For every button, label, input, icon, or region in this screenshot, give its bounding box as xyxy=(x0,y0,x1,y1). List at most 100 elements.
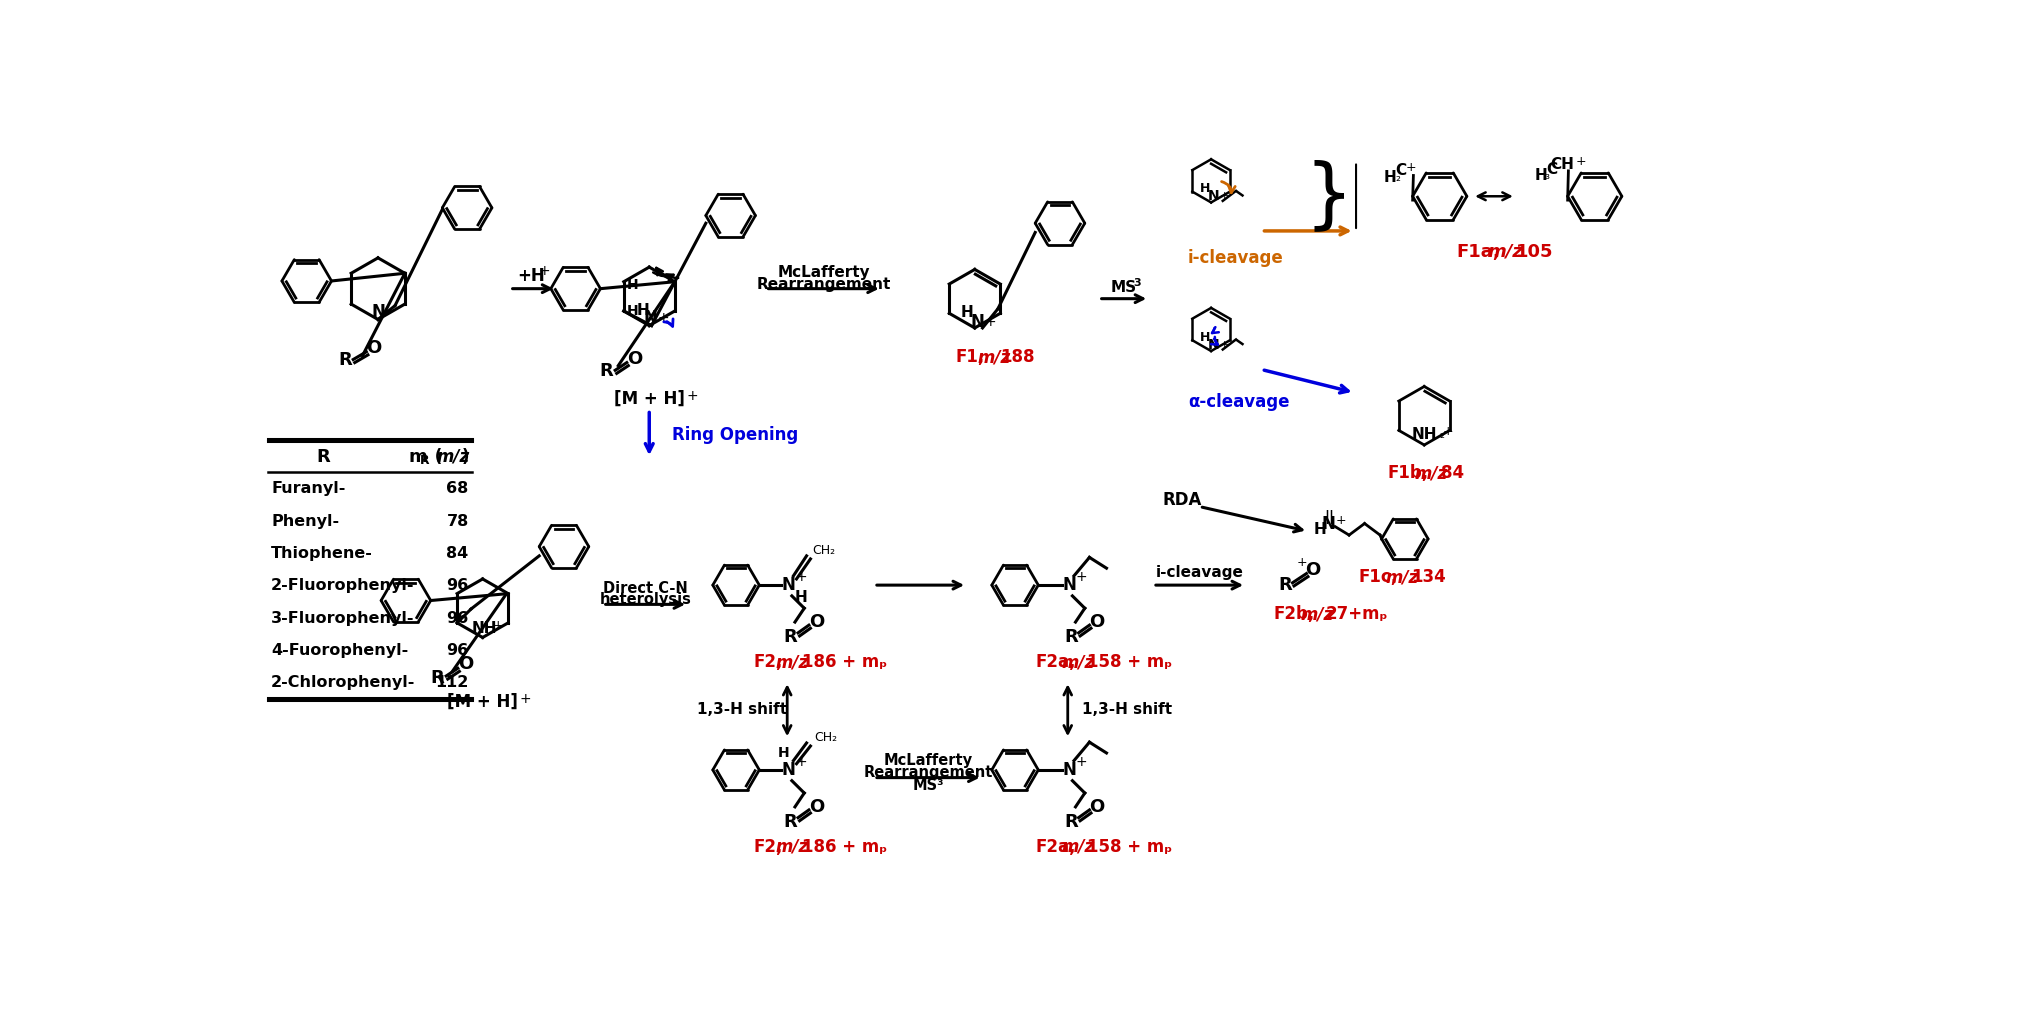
Text: R: R xyxy=(599,362,614,380)
Text: 96: 96 xyxy=(447,579,469,593)
Text: F2,: F2, xyxy=(754,654,782,671)
Text: ): ) xyxy=(461,447,469,466)
Text: N: N xyxy=(782,577,797,594)
Text: R: R xyxy=(1065,629,1077,646)
Text: H: H xyxy=(628,304,638,318)
Text: 158 + mₚ: 158 + mₚ xyxy=(1087,654,1172,671)
Text: ₃: ₃ xyxy=(1544,169,1548,182)
Text: N: N xyxy=(971,313,986,330)
Text: 2-Chlorophenyl-: 2-Chlorophenyl- xyxy=(270,675,415,690)
Text: O: O xyxy=(628,350,642,367)
Text: N: N xyxy=(1323,515,1335,534)
Text: 158 + mₚ: 158 + mₚ xyxy=(1087,838,1172,856)
Text: Ring Opening: Ring Opening xyxy=(673,426,799,444)
Text: i-cleavage: i-cleavage xyxy=(1189,249,1284,267)
Text: O: O xyxy=(809,798,825,816)
Text: m: m xyxy=(408,447,429,466)
Text: R: R xyxy=(1065,814,1077,831)
Text: +: + xyxy=(795,570,807,585)
Text: 78: 78 xyxy=(447,514,469,528)
Text: F1b,: F1b, xyxy=(1388,465,1428,482)
Text: O: O xyxy=(1089,614,1105,631)
Text: H: H xyxy=(1384,169,1396,185)
Text: ₂: ₂ xyxy=(1441,428,1445,441)
Text: ||: || xyxy=(1325,510,1333,523)
Text: 2-Fluorophenyl-: 2-Fluorophenyl- xyxy=(270,579,415,593)
Text: C: C xyxy=(1546,162,1559,176)
Text: 84: 84 xyxy=(447,546,469,561)
Text: Thiophene-: Thiophene- xyxy=(270,546,374,561)
Text: Phenyl-: Phenyl- xyxy=(270,514,339,528)
Text: m/z: m/z xyxy=(437,447,469,466)
Text: R: R xyxy=(1278,577,1292,594)
Text: F2a,: F2a, xyxy=(1034,838,1075,856)
Text: N: N xyxy=(782,761,797,779)
Text: α-cleavage: α-cleavage xyxy=(1189,393,1290,410)
Text: N: N xyxy=(1207,338,1219,352)
Text: m/z: m/z xyxy=(1487,243,1524,261)
Text: m/z: m/z xyxy=(776,654,809,671)
Text: McLafferty: McLafferty xyxy=(778,265,870,280)
Text: +: + xyxy=(520,693,530,706)
Text: 186 + mₚ: 186 + mₚ xyxy=(803,654,888,671)
Text: +: + xyxy=(1296,555,1307,568)
Text: [M + H]: [M + H] xyxy=(447,694,518,711)
Text: 105: 105 xyxy=(1516,243,1552,261)
Text: +: + xyxy=(1575,155,1587,168)
Text: m/z: m/z xyxy=(1061,654,1095,671)
Text: N: N xyxy=(372,303,384,321)
Text: (: ( xyxy=(429,447,443,466)
Text: R: R xyxy=(431,669,445,686)
Text: +: + xyxy=(1406,161,1416,174)
Text: H: H xyxy=(628,278,638,291)
Text: F1a,: F1a, xyxy=(1457,243,1500,261)
Text: +: + xyxy=(1219,340,1229,350)
Text: N: N xyxy=(1207,189,1219,203)
Text: 188: 188 xyxy=(1000,348,1034,366)
Text: F1c,: F1c, xyxy=(1357,568,1398,587)
Text: ₂: ₂ xyxy=(1396,170,1400,184)
Text: 84: 84 xyxy=(1441,465,1463,482)
Text: 68: 68 xyxy=(447,481,469,497)
Text: m/z: m/z xyxy=(1300,605,1333,624)
Text: +: + xyxy=(658,311,669,325)
Text: +: + xyxy=(494,619,504,632)
Text: C: C xyxy=(1396,163,1406,179)
Text: 4-Fuorophenyl-: 4-Fuorophenyl- xyxy=(270,643,408,658)
Text: Rearrangement: Rearrangement xyxy=(756,277,890,292)
Text: m/z: m/z xyxy=(1061,838,1095,856)
Text: 134: 134 xyxy=(1410,568,1447,587)
Text: 96: 96 xyxy=(447,610,469,626)
Text: +H: +H xyxy=(518,267,545,284)
Text: +: + xyxy=(1219,191,1229,201)
Text: NH: NH xyxy=(1412,427,1437,442)
Text: N: N xyxy=(644,309,658,327)
Text: O: O xyxy=(1089,798,1105,816)
Text: Furanyl-: Furanyl- xyxy=(270,481,345,497)
Text: m/z: m/z xyxy=(977,348,1010,366)
Text: F2b,: F2b, xyxy=(1274,605,1315,624)
Text: F2,: F2, xyxy=(754,838,782,856)
Text: NH: NH xyxy=(471,621,498,636)
Text: 96: 96 xyxy=(447,643,469,658)
Text: H: H xyxy=(636,303,650,318)
Text: O: O xyxy=(457,656,473,673)
Text: H: H xyxy=(795,590,807,605)
Text: +: + xyxy=(983,315,996,328)
Text: +: + xyxy=(687,389,697,402)
Text: +: + xyxy=(538,264,551,278)
Text: +: + xyxy=(1443,425,1453,438)
Text: 27+mₚ: 27+mₚ xyxy=(1325,605,1388,624)
Text: N: N xyxy=(1063,761,1077,779)
Text: 1,3-H shift: 1,3-H shift xyxy=(1081,703,1172,717)
Text: H: H xyxy=(961,305,973,320)
Text: O: O xyxy=(366,339,382,357)
Text: O: O xyxy=(1305,561,1321,580)
Text: m/z: m/z xyxy=(776,838,809,856)
Text: CH₂: CH₂ xyxy=(815,732,837,744)
Text: MS: MS xyxy=(1109,280,1136,294)
Text: i-cleavage: i-cleavage xyxy=(1156,564,1244,580)
Text: CH₂: CH₂ xyxy=(813,544,835,557)
Text: Rearrangement: Rearrangement xyxy=(864,764,994,780)
Text: R: R xyxy=(421,453,429,467)
